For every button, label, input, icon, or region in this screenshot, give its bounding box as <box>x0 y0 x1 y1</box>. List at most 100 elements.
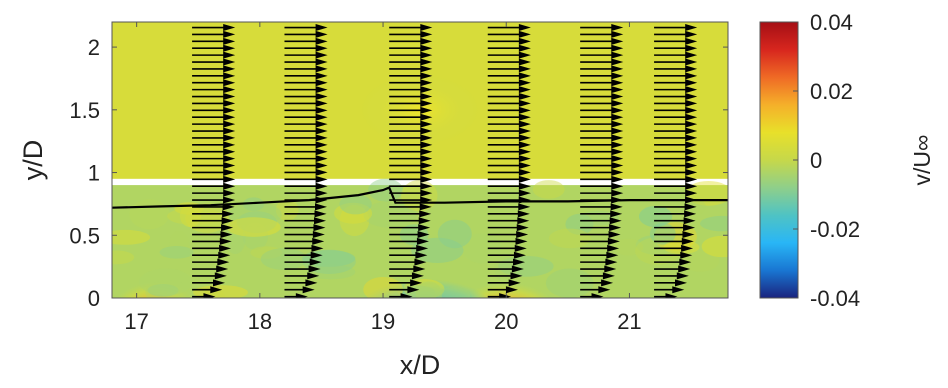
quiver-head <box>518 79 531 87</box>
quiver-head <box>513 251 526 259</box>
quiver-head <box>221 217 234 225</box>
quiver-head <box>683 224 696 232</box>
heatmap-speckle <box>236 211 277 234</box>
quiver-head <box>218 251 231 259</box>
quiver-head <box>518 58 531 66</box>
quiver-head <box>416 244 429 252</box>
heatmap-speckle <box>145 280 190 298</box>
plot-area <box>112 22 728 298</box>
quiver-head <box>312 237 325 245</box>
quiver-head <box>611 93 624 101</box>
quiver-head <box>685 175 698 183</box>
quiver-head <box>685 99 698 107</box>
quiver-head <box>518 168 531 176</box>
quiver-head <box>307 272 320 280</box>
quiver-head <box>315 175 328 183</box>
quiver-head <box>214 272 227 280</box>
quiver-head <box>511 265 524 273</box>
heatmap-speckle <box>159 245 194 259</box>
quiver-head <box>407 286 420 294</box>
quiver-head <box>223 99 236 107</box>
quiver-head <box>314 210 327 218</box>
quiver-head <box>518 120 531 128</box>
quiver-head <box>518 141 531 149</box>
quiver-head <box>685 106 698 114</box>
quiver-head <box>505 286 518 294</box>
plot-frame <box>111 21 729 299</box>
quiver-head <box>611 141 624 149</box>
quiver-head <box>518 93 531 101</box>
quiver-head <box>518 127 531 135</box>
quiver-head <box>223 155 236 163</box>
quiver-head <box>611 148 624 156</box>
quiver-head <box>607 237 620 245</box>
quiver-head <box>223 72 236 80</box>
quiver-head <box>518 99 531 107</box>
quiver-head <box>223 182 236 190</box>
quiver-head <box>611 175 624 183</box>
heatmap-speckle <box>437 219 472 249</box>
x-tick-label: 19 <box>371 309 395 334</box>
quiver-head <box>420 182 433 190</box>
quiver-head <box>608 231 621 239</box>
quiver-head <box>609 224 622 232</box>
heatmap-speckle <box>339 194 372 215</box>
heatmap-speckle <box>635 234 678 255</box>
y-tick-label: 1.5 <box>69 98 100 123</box>
quiver-head <box>223 168 236 176</box>
heatmap-speckle <box>169 230 190 258</box>
quiver-head <box>420 58 433 66</box>
colorbar-tick-label: -0.04 <box>810 286 860 311</box>
quiver-head <box>518 155 531 163</box>
quiver-head <box>679 258 692 266</box>
quiver-head <box>223 134 236 142</box>
quiver-head <box>420 24 433 32</box>
quiver-head <box>675 279 688 287</box>
quiver-head <box>315 24 328 32</box>
quiver-head <box>604 265 617 273</box>
quiver-head <box>315 51 328 59</box>
quiver-head <box>315 58 328 66</box>
velocity-profile <box>654 24 698 298</box>
quiver-head <box>517 210 530 218</box>
quiver-head <box>518 106 531 114</box>
colorbar <box>759 21 799 299</box>
heatmap-speckle <box>437 287 471 298</box>
quiver-head <box>681 237 694 245</box>
quiver-head <box>420 162 433 170</box>
quiver-head <box>685 134 698 142</box>
quiver-head <box>420 44 433 52</box>
quiver-head <box>682 231 695 239</box>
quiver-head <box>223 79 236 87</box>
quiver-head <box>420 106 433 114</box>
quiver-head <box>315 203 328 211</box>
quiver-head <box>518 148 531 156</box>
quiver-head <box>516 231 529 239</box>
quiver-head <box>685 127 698 135</box>
colorbar-label: v/U∞ <box>909 135 935 186</box>
quiver-head <box>611 44 624 52</box>
quiver-head <box>518 44 531 52</box>
heatmap-speckle <box>242 197 265 212</box>
x-tick-label: 20 <box>494 309 518 334</box>
quiver-head <box>518 65 531 73</box>
x-tick-label: 18 <box>248 309 272 334</box>
heatmap-speckle <box>334 202 373 224</box>
quiver-head <box>223 30 236 38</box>
quiver-head <box>518 24 531 32</box>
quiver-head <box>420 37 433 45</box>
quiver-head <box>223 162 236 170</box>
quiver-head <box>315 120 328 128</box>
heatmap-speckle <box>167 207 222 226</box>
quiver-head <box>510 272 523 280</box>
quiver-head <box>315 189 328 197</box>
quiver-head <box>609 217 622 225</box>
quiver-head <box>415 251 428 259</box>
quiver-head <box>420 72 433 80</box>
quiver-head <box>518 113 531 121</box>
heatmap-speckle <box>397 285 436 298</box>
quiver-head <box>223 189 236 197</box>
heatmap-speckle <box>701 235 728 258</box>
quiver-head <box>611 182 624 190</box>
